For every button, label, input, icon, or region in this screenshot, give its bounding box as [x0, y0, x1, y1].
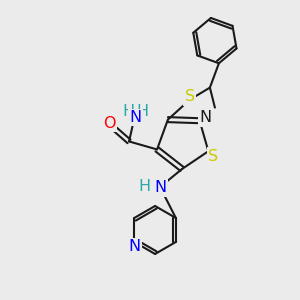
Text: N: N	[200, 110, 212, 125]
Text: S: S	[185, 89, 195, 104]
Text: H: H	[136, 104, 148, 119]
Text: O: O	[103, 116, 115, 131]
Text: N: N	[129, 110, 141, 125]
Text: N: N	[154, 181, 166, 196]
Text: H: H	[122, 104, 134, 119]
Text: N: N	[128, 239, 140, 254]
Text: H: H	[138, 179, 150, 194]
Text: S: S	[208, 149, 218, 164]
